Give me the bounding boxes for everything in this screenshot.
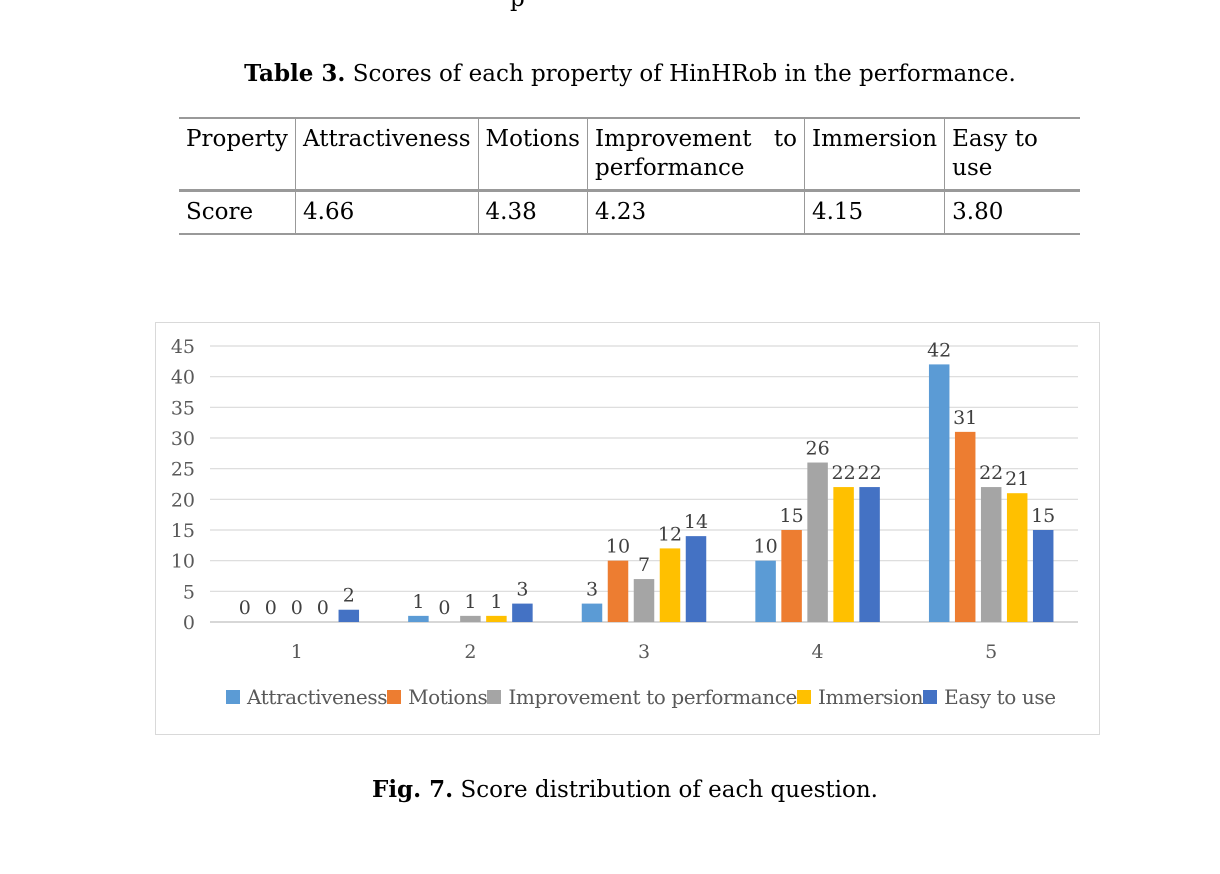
legend-item: Immersion	[796, 685, 924, 709]
bar	[859, 487, 880, 622]
bar	[581, 603, 603, 622]
data-label: 10	[754, 536, 778, 558]
data-label: 12	[658, 523, 682, 545]
legend-swatch	[226, 690, 240, 704]
legend-item: Improvement to performance	[487, 685, 797, 709]
score-cell-immersion: 4.15	[804, 190, 946, 234]
legend-label: Attractiveness	[247, 685, 388, 709]
legend-swatch	[387, 690, 402, 704]
score-cell-motions: 4.38	[478, 190, 588, 234]
data-label: 15	[1031, 505, 1055, 527]
data-label: 0	[239, 597, 251, 619]
data-label: 21	[1005, 468, 1029, 490]
x-tick-label: 2	[464, 641, 476, 663]
y-tick-label: 10	[171, 551, 195, 573]
y-tick-label: 5	[183, 581, 195, 603]
table-caption-text: Scores of each property of HinHRob in th…	[352, 61, 1016, 87]
bar	[1032, 530, 1054, 622]
data-label: 3	[516, 579, 528, 601]
bar	[659, 548, 681, 622]
data-label: 0	[265, 597, 277, 619]
data-label: 1	[464, 591, 476, 613]
data-label: 22	[979, 462, 1003, 484]
legend-label: Easy to use	[944, 685, 1056, 709]
header-cell-improvement: Improvement to performance	[587, 118, 805, 192]
legend-item: Easy to use	[923, 685, 1056, 709]
bar	[755, 560, 776, 622]
bar	[486, 615, 507, 622]
score-cell-attractiveness: 4.66	[295, 190, 479, 234]
legend-label: Improvement to performance	[508, 685, 797, 709]
bar	[512, 603, 533, 622]
y-tick-label: 30	[171, 428, 195, 450]
data-label: 2	[343, 585, 355, 607]
y-tick-label: 15	[171, 520, 195, 542]
legend-item: Motions	[387, 685, 488, 709]
table-score-row: Score 4.66 4.38 4.23 4.15 3.80	[179, 190, 1080, 234]
header-cell-property: Property	[179, 118, 296, 192]
score-cell-improvement: 4.23	[587, 190, 805, 234]
scores-table: Property Attractiveness Motions Improvem…	[179, 117, 1080, 235]
figure-caption-text: Score distribution of each question.	[460, 777, 878, 803]
score-cell-label: Score	[179, 190, 296, 234]
data-label: 10	[606, 536, 630, 558]
bar	[781, 530, 802, 622]
x-tick-label: 4	[812, 641, 824, 663]
y-tick-label: 45	[171, 336, 195, 358]
header-cell-immersion: Immersion	[804, 118, 946, 192]
data-label: 15	[780, 505, 804, 527]
bar	[980, 487, 1002, 622]
data-label: 14	[684, 511, 708, 533]
table-caption: Table 3. Scores of each property of HinH…	[0, 60, 1220, 87]
data-label: 1	[490, 591, 502, 613]
y-tick-label: 25	[171, 459, 195, 481]
legend-label: Immersion	[817, 685, 924, 709]
x-tick-label: 1	[291, 641, 303, 663]
table-caption-label: Table 3.	[244, 60, 346, 87]
header-cell-easy-to-use: Easy to use	[944, 118, 1080, 192]
bar	[928, 364, 950, 622]
figure-caption-label: Fig. 7.	[371, 776, 454, 803]
data-label: 31	[953, 407, 977, 429]
x-tick-label: 5	[985, 641, 997, 663]
data-label: 26	[806, 438, 830, 460]
chart-legend: Attractiveness Motions Improvement to perf…	[226, 683, 1056, 711]
data-label: 0	[317, 597, 329, 619]
bar	[607, 560, 629, 622]
bar	[954, 431, 976, 622]
bar	[460, 615, 481, 622]
data-label: 1	[412, 591, 424, 613]
bar	[338, 609, 360, 622]
previous-text-fragment: p	[510, 0, 525, 12]
y-tick-label: 40	[171, 367, 195, 389]
bar	[1006, 493, 1028, 622]
bar	[685, 536, 707, 622]
score-cell-easy-to-use: 3.80	[952, 199, 1004, 225]
legend-item: Attractiveness	[226, 685, 387, 709]
legend-swatch	[796, 690, 811, 704]
figure-caption: Fig. 7. Score distribution of each quest…	[0, 776, 1220, 803]
data-label: 22	[832, 462, 856, 484]
header-cell-attractiveness: Attractiveness	[295, 118, 479, 192]
bar	[633, 579, 655, 622]
header-cell-motions: Motions	[478, 118, 588, 192]
data-label: 22	[858, 462, 882, 484]
bar	[408, 615, 429, 622]
y-tick-label: 0	[183, 612, 195, 634]
bar	[807, 462, 828, 622]
data-label: 0	[438, 597, 450, 619]
x-tick-label: 3	[638, 641, 650, 663]
data-label: 0	[291, 597, 303, 619]
legend-swatch	[923, 690, 938, 704]
bar	[833, 487, 854, 622]
data-label: 3	[586, 579, 598, 601]
legend-swatch	[487, 690, 502, 704]
table-header-row: Property Attractiveness Motions Improvem…	[179, 118, 1080, 192]
y-tick-label: 20	[171, 489, 195, 511]
data-label: 7	[638, 554, 650, 576]
data-label: 42	[927, 339, 951, 361]
legend-label: Motions	[408, 685, 488, 709]
y-tick-label: 35	[171, 397, 195, 419]
